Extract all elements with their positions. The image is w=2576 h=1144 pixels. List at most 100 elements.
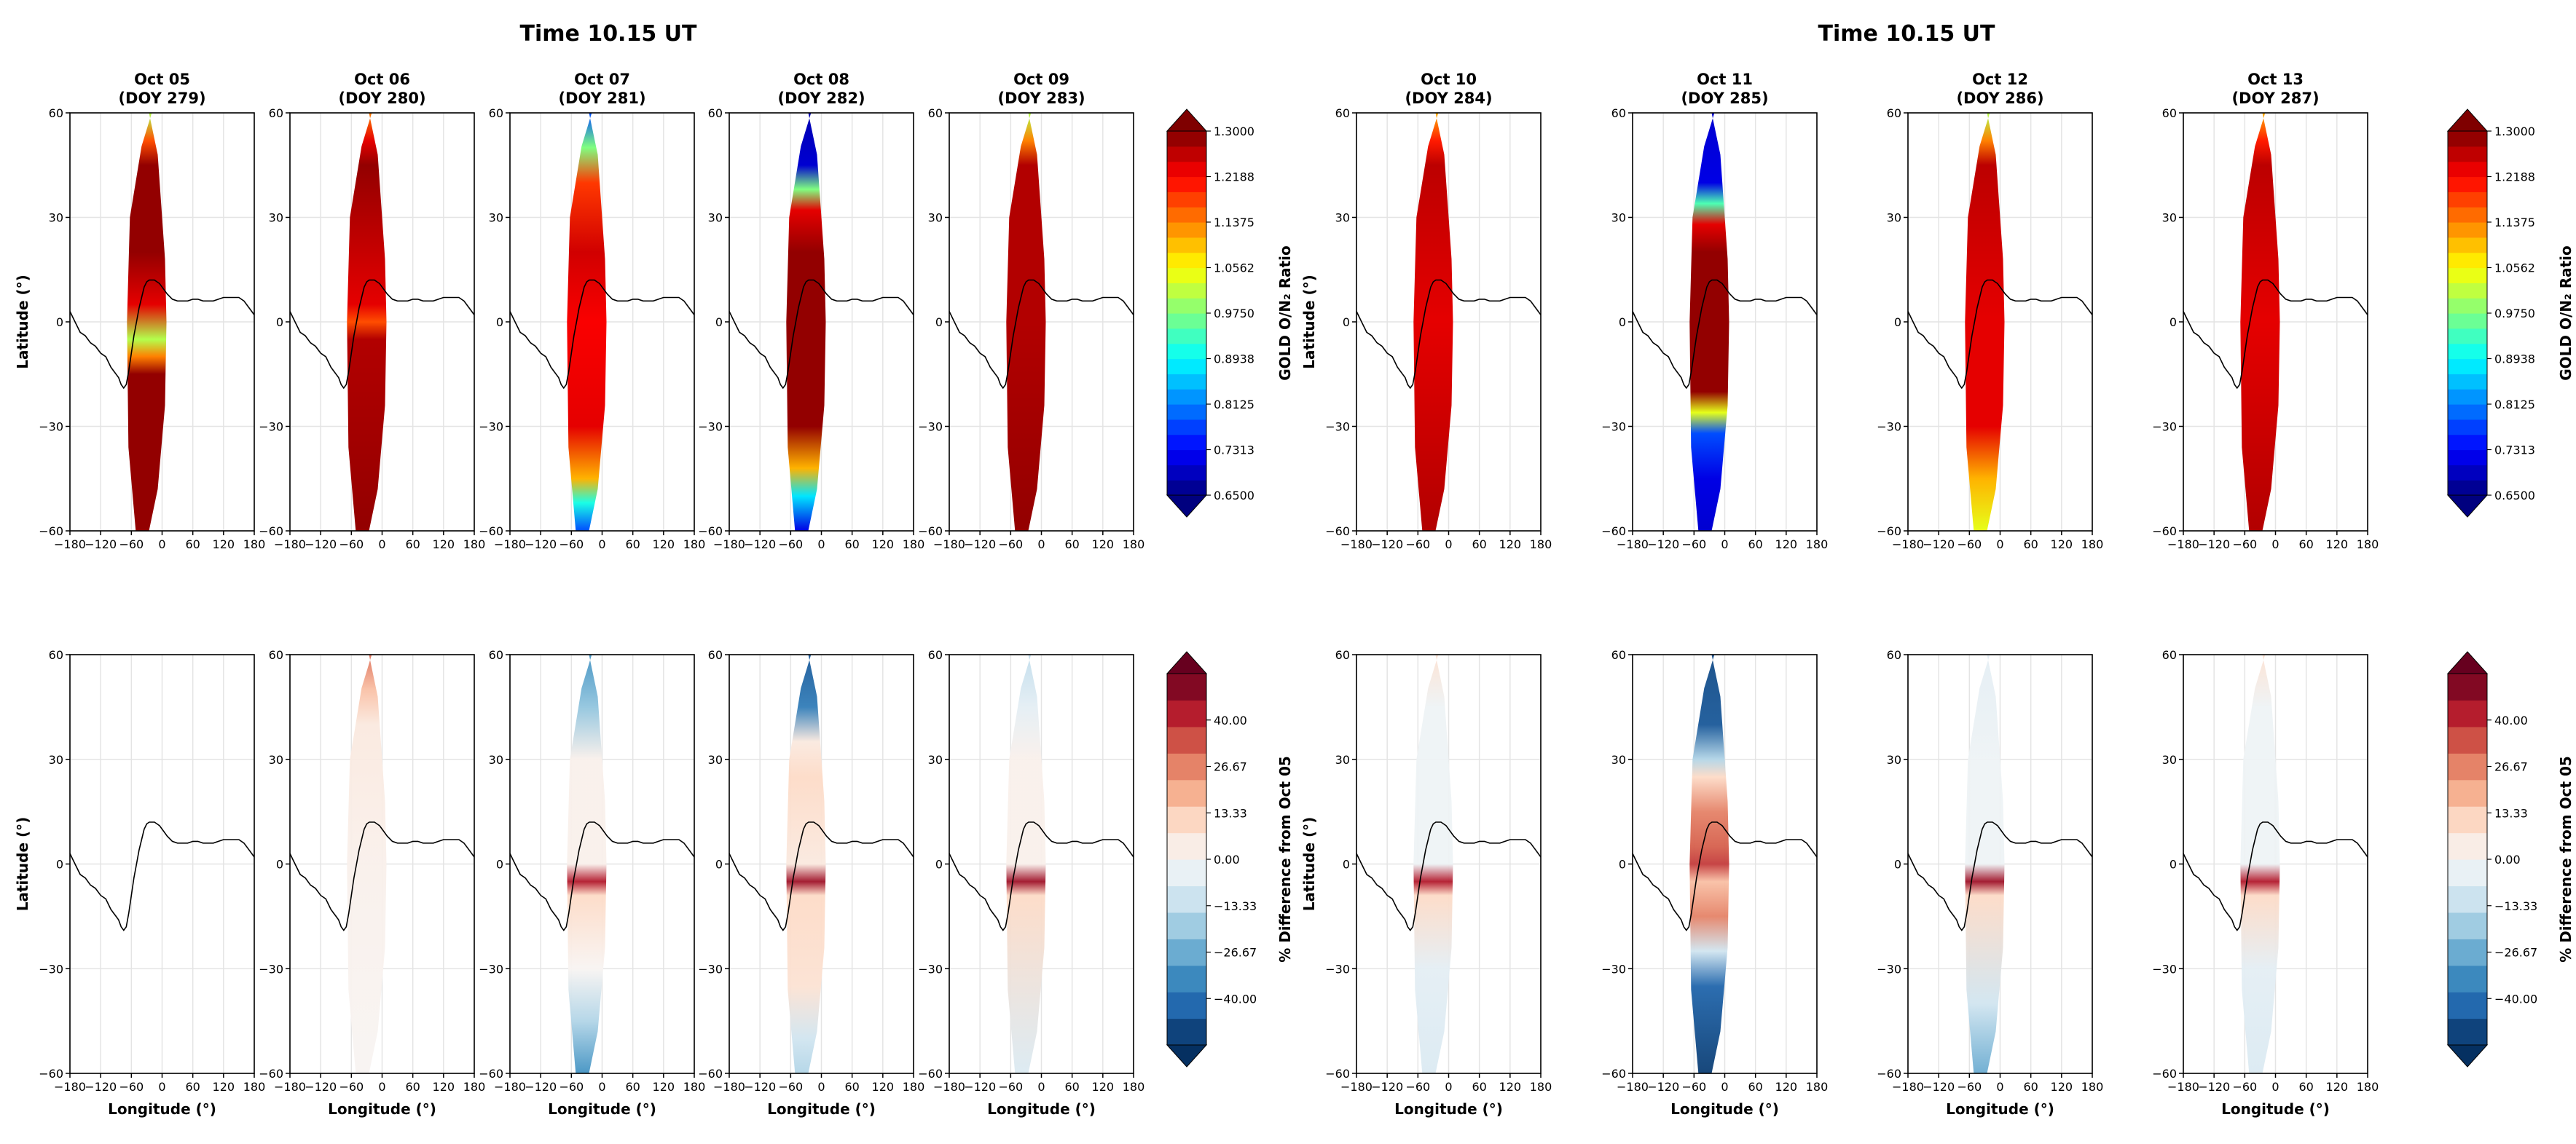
colorbar-segment	[2448, 192, 2487, 208]
x-tick-label: −180	[1617, 537, 1649, 551]
x-tick-label: −120	[1371, 537, 1403, 551]
colorbar-tick-label: −13.33	[1214, 899, 1257, 913]
colorbar-segment	[1167, 465, 1206, 481]
colorbar-tick-label: 26.67	[1214, 760, 1247, 774]
x-tick-label: −60	[778, 1080, 803, 1094]
y-tick-label: −60	[2152, 524, 2177, 538]
y-tick-label: 30	[1611, 753, 1626, 767]
x-tick-label: 120	[2326, 537, 2349, 551]
colorbar-segment	[1167, 161, 1206, 178]
colorbar-tick-label: 0.8938	[2494, 352, 2535, 366]
y-tick-label: −30	[1877, 420, 1901, 434]
magnetic-equator-line	[289, 821, 475, 931]
panel-subtitle: (DOY 279)	[118, 90, 205, 107]
swath-data	[1413, 655, 1453, 1073]
x-axis-label: Longitude (°)	[548, 1100, 656, 1118]
x-tick-label: −180	[274, 537, 306, 551]
x-tick-label: 180	[683, 537, 706, 551]
colorbar-segment	[1167, 237, 1206, 253]
panel-subtitle: (DOY 284)	[1405, 90, 1492, 107]
colorbar-tick-label: 40.00	[1214, 714, 1247, 727]
x-tick-label: −60	[559, 537, 584, 551]
colorbar-segment	[1167, 992, 1206, 1019]
x-tick-label: 60	[2298, 537, 2313, 551]
y-tick-label: 0	[715, 315, 723, 329]
colorbar-label: % Difference from Oct 05	[1276, 756, 1294, 963]
x-tick-label: 120	[2051, 1080, 2073, 1094]
ratio-colorbar: 0.6500 0.7313 0.8125 0.8938 0.9750 1.0562 1.13…	[2446, 109, 2575, 518]
y-tick-label: −30	[1325, 962, 1350, 976]
colorbar-segment	[2448, 298, 2487, 314]
x-tick-label: 60	[625, 537, 640, 551]
x-tick-label: 0	[1996, 1080, 2003, 1094]
x-tick-label: −180	[933, 537, 965, 551]
swath-data	[567, 655, 607, 1073]
colorbar-tick-label: 1.0562	[1214, 261, 1254, 275]
x-tick-label: −120	[525, 537, 557, 551]
magnetic-equator-line	[2183, 821, 2368, 931]
colorbar-layer: 0.6500 0.7313 0.8125 0.8938 0.9750 1.0562 1.13…	[1166, 109, 2575, 1068]
y-tick-label: −30	[1601, 962, 1626, 976]
panel-subtitle: (DOY 281)	[558, 90, 645, 107]
y-tick-label: −60	[1325, 1067, 1350, 1081]
colorbar-extend-max	[2446, 651, 2489, 674]
colorbar-segment	[1167, 939, 1206, 966]
y-axis-label: Latitude (°)	[14, 817, 31, 912]
colorbar-segment	[1167, 313, 1206, 329]
swath-data	[1965, 655, 2005, 1073]
y-tick-label: 60	[708, 106, 723, 120]
colorbar-segment	[2448, 131, 2487, 147]
magnetic-equator-line	[1356, 821, 1542, 931]
x-tick-label: 60	[2298, 1080, 2313, 1094]
magnetic-equator-line	[729, 821, 914, 931]
colorbar-segment	[1167, 267, 1206, 283]
colorbar-tick-label: −40.00	[1214, 992, 1257, 1006]
y-tick-label: 60	[489, 106, 503, 120]
colorbar-segment	[2448, 753, 2487, 781]
colorbar-tick-label: 0.6500	[1214, 489, 1254, 502]
x-tick-label: 120	[213, 1080, 235, 1094]
x-tick-label: 60	[1064, 537, 1079, 551]
y-tick-label: 60	[2162, 106, 2177, 120]
colorbar-segment	[2448, 912, 2487, 939]
x-tick-label: 60	[405, 537, 420, 551]
y-tick-label: −30	[1325, 420, 1350, 434]
y-tick-label: 30	[708, 753, 723, 767]
x-tick-label: −120	[85, 1080, 117, 1094]
x-tick-label: 0	[378, 1080, 385, 1094]
x-tick-label: 120	[2051, 537, 2073, 551]
x-tick-label: 60	[185, 537, 200, 551]
x-tick-label: 0	[817, 537, 825, 551]
colorbar-segment	[1167, 207, 1206, 223]
x-tick-label: 120	[1499, 1080, 1522, 1094]
x-axis-label: Longitude (°)	[1394, 1100, 1503, 1118]
x-axis-label: Longitude (°)	[2221, 1100, 2330, 1118]
colorbar-segment	[2448, 434, 2487, 451]
x-tick-label: 0	[1037, 537, 1045, 551]
colorbar-tick-label: 1.2188	[2494, 170, 2535, 184]
x-tick-label: −180	[1892, 537, 1924, 551]
colorbar-tick-label: −40.00	[2494, 992, 2537, 1006]
colorbar-segment	[2448, 313, 2487, 329]
x-tick-label: −180	[54, 1080, 86, 1094]
y-tick-label: 30	[1335, 211, 1350, 225]
x-tick-label: −60	[339, 537, 364, 551]
colorbar-label: GOLD O/N₂ Ratio	[2557, 245, 2575, 381]
x-tick-label: 60	[1472, 537, 1486, 551]
magnetic-equator-line	[1632, 279, 1818, 390]
panel-subtitle: (DOY 287)	[2231, 90, 2319, 107]
magnetic-equator-line	[949, 821, 1134, 931]
y-tick-label: 0	[276, 858, 283, 872]
y-tick-label: −60	[259, 524, 283, 538]
x-axis-label: Longitude (°)	[108, 1100, 216, 1118]
colorbar-segment	[2448, 465, 2487, 481]
left-group-title: Time 10.15 UT	[520, 21, 697, 47]
ratio-colorbar: 0.6500 0.7313 0.8125 0.8938 0.9750 1.0562 1.13…	[1166, 109, 1294, 518]
y-tick-label: −30	[2152, 420, 2177, 434]
x-tick-label: −180	[933, 1080, 965, 1094]
x-tick-label: 0	[1996, 537, 2003, 551]
